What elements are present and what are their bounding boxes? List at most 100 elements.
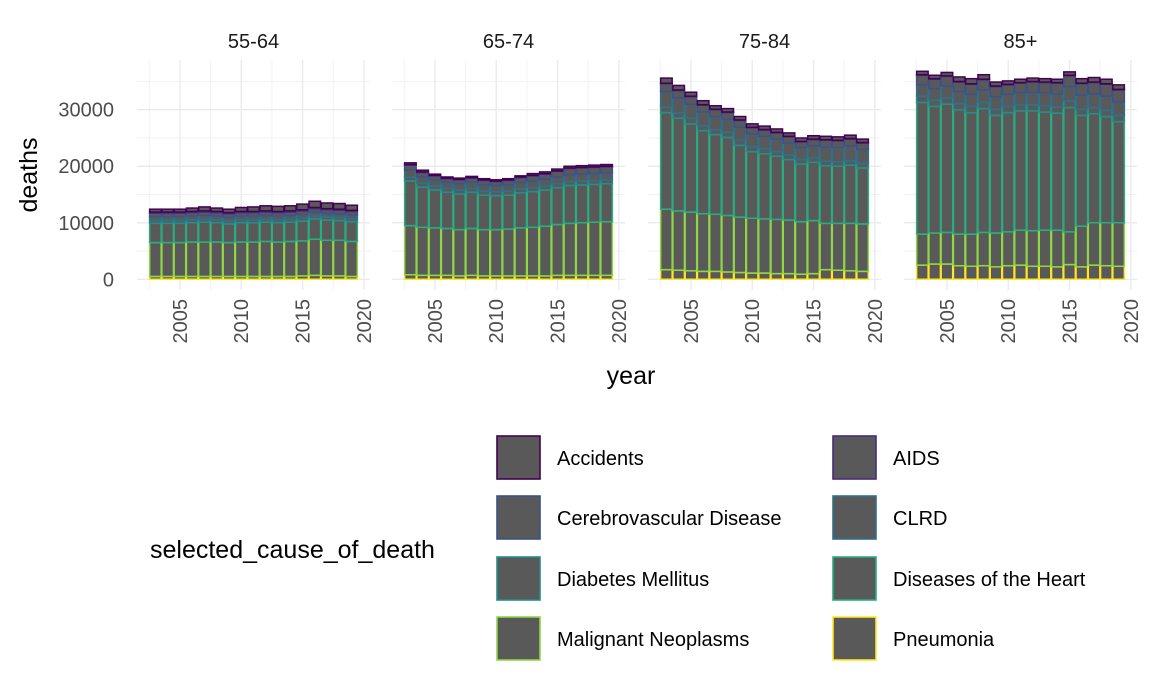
legend-key-swatch <box>832 435 877 480</box>
bar-segment-malignant-neoplasms <box>600 220 614 277</box>
bar-segment-clrd <box>1038 92 1052 107</box>
bar-segment-diseases-of-the-heart <box>770 155 784 221</box>
bar-segment-malignant-neoplasms <box>271 241 285 278</box>
bar-segment-malignant-neoplasms <box>977 231 991 267</box>
bar-segment-diseases-of-the-heart <box>1063 106 1077 233</box>
bar-segment-diseases-of-the-heart <box>185 222 199 243</box>
bar-segment-pneumonia <box>782 272 796 281</box>
bar-segment-clrd <box>708 115 722 131</box>
bar-segment-pneumonia <box>989 266 1003 281</box>
bar-segment-malignant-neoplasms <box>465 227 479 277</box>
bar-segment-clrd <box>721 118 735 134</box>
bar-segment-diseases-of-the-heart <box>1112 120 1126 224</box>
bar-segment-malignant-neoplasms <box>514 227 528 277</box>
bar-segment-accidents <box>1087 76 1101 83</box>
legend-key-swatch <box>496 495 541 540</box>
bar-segment-cerebrovascular-disease <box>600 166 614 174</box>
bar-segment-diseases-of-the-heart <box>721 136 735 217</box>
bar-segment-accidents <box>234 206 248 213</box>
bar-segment-malignant-neoplasms <box>148 241 162 278</box>
bar-segment-clrd <box>1026 91 1040 106</box>
bar-segment-diseases-of-the-heart <box>952 108 966 235</box>
legend-item: Malignant Neoplasms <box>496 616 749 661</box>
bar-segment-accidents <box>782 132 796 138</box>
bar-segment-diseases-of-the-heart <box>197 221 211 243</box>
bar-segment-malignant-neoplasms <box>696 212 710 273</box>
bar-segment-clrd <box>1013 92 1028 106</box>
legend-item: Diseases of the Heart <box>832 556 1086 601</box>
bar-segment-diseases-of-the-heart <box>283 221 297 243</box>
bar-segment-diseases-of-the-heart <box>551 186 565 226</box>
bar-segment-accidents <box>477 177 491 181</box>
bar-segment-malignant-neoplasms <box>259 240 273 278</box>
bar-segment-diabetes-mellitus <box>1013 103 1028 112</box>
legend-item: Cerebrovascular Disease <box>496 495 782 540</box>
bar-segment-malignant-neoplasms <box>1001 231 1015 267</box>
bar-segment-malignant-neoplasms <box>757 218 772 274</box>
bar-segment-accidents <box>452 177 466 180</box>
bar-segment-diseases-of-the-heart <box>403 180 417 227</box>
bar-segment-malignant-neoplasms <box>575 222 589 277</box>
bar-segment-diabetes-mellitus <box>1063 99 1077 109</box>
bar-segment-malignant-neoplasms <box>1038 229 1052 268</box>
x-tick-label: 2015 <box>548 299 570 344</box>
bar-segment-accidents <box>173 208 187 213</box>
bar-segment-diabetes-mellitus <box>989 108 1003 117</box>
bar-segment-accidents <box>526 172 540 177</box>
bar-segment-cerebrovascular-disease <box>928 78 942 90</box>
bar-segment-diseases-of-the-heart <box>819 164 833 225</box>
bar-segment-cerebrovascular-disease <box>1075 82 1089 96</box>
bar-segment-clrd <box>465 181 479 190</box>
bar-segment-accidents <box>977 73 991 80</box>
bar-segment-diseases-of-the-heart <box>514 192 528 229</box>
facet-panel-65-74: 65-74 <box>392 31 625 290</box>
x-tick-label: 2005 <box>170 299 192 344</box>
facet-panel-75-84: 75-84 <box>648 31 881 290</box>
bar-segment-cerebrovascular-disease <box>1001 84 1015 96</box>
facet-strip-label: 85+ <box>1004 31 1038 53</box>
bar-segment-diseases-of-the-heart <box>745 150 759 219</box>
bar-segment-malignant-neoplasms <box>952 233 966 267</box>
bar-segment-pneumonia <box>843 270 857 281</box>
bar-segment-diseases-of-the-heart <box>1050 112 1064 231</box>
bar-segment-accidents <box>296 203 310 211</box>
bar-segment-cerebrovascular-disease <box>659 82 673 93</box>
bar-segment-malignant-neoplasms <box>489 228 503 277</box>
bar-segment-clrd <box>1075 94 1089 110</box>
bar-segment-malignant-neoplasms <box>1087 222 1101 266</box>
facet-strip-label: 65-74 <box>483 31 534 53</box>
bar-segment-clrd <box>1087 93 1101 109</box>
bar-segment-malignant-neoplasms <box>283 240 297 278</box>
bar-segment-malignant-neoplasms <box>684 211 698 272</box>
bar-segment-accidents <box>403 162 417 166</box>
x-tick-label: 2010 <box>231 299 253 344</box>
bar-segment-malignant-neoplasms <box>428 227 442 277</box>
bar-segment-pneumonia <box>733 271 747 281</box>
x-tick-label: 2005 <box>681 299 703 344</box>
bar-segment-diseases-of-the-heart <box>1038 111 1052 231</box>
bar-segment-cerebrovascular-disease <box>587 166 601 175</box>
bar-segment-accidents <box>1026 77 1040 83</box>
facet-strip-label: 75-84 <box>739 31 790 53</box>
bar-segment-cerebrovascular-disease <box>952 81 966 93</box>
bar-segment-diseases-of-the-heart <box>782 158 796 221</box>
bar-segment-diabetes-mellitus <box>721 131 735 139</box>
bar-segment-clrd <box>1099 95 1113 112</box>
x-axis-title: year <box>607 362 656 390</box>
bar-segment-diabetes-mellitus <box>672 111 686 119</box>
bar-segment-pneumonia <box>1001 264 1015 281</box>
bar-segment-pneumonia <box>856 270 870 281</box>
bar-segment-malignant-neoplasms <box>1013 229 1028 266</box>
bar-segment-diseases-of-the-heart <box>575 184 589 224</box>
bar-segment-diseases-of-the-heart <box>332 219 346 242</box>
legend-label: AIDS <box>893 448 940 470</box>
bar-segment-pneumonia <box>1087 264 1101 281</box>
bar-segment-diseases-of-the-heart <box>538 189 552 227</box>
bar-segment-diseases-of-the-heart <box>1099 115 1113 224</box>
bar-segment-malignant-neoplasms <box>440 227 454 277</box>
bar-segment-pneumonia <box>745 272 759 281</box>
bar-segment-accidents <box>1038 77 1052 83</box>
bar-segment-clrd <box>696 111 710 127</box>
bar-segment-cerebrovascular-disease <box>708 108 722 118</box>
bar-segment-diseases-of-the-heart <box>600 183 614 223</box>
